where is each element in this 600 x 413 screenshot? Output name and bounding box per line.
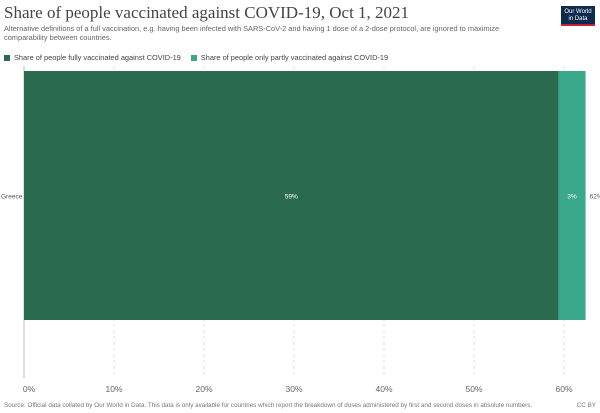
data-label-fully: 59%: [285, 194, 298, 201]
x-tick-label-10: 10%: [105, 384, 122, 394]
x-tick-label-30: 30%: [285, 384, 302, 394]
bar-chart: 0% 10% 20% 30% 40% 50% 60% Greece 59% 3% 62%: [1, 66, 600, 394]
legend-swatch-fully: [4, 54, 10, 61]
logo-line-2: in Data: [568, 16, 588, 22]
x-tick-label-20: 20%: [195, 384, 212, 394]
legend-item-partly[interactable]: Share of people only partly vaccinated a…: [190, 53, 389, 62]
x-tick-label-40: 40%: [375, 384, 392, 394]
legend-swatch-partly: [190, 54, 197, 61]
x-tick-label-0: 0%: [23, 384, 36, 394]
data-label-partly: 3%: [567, 194, 577, 201]
legend-item-fully[interactable]: Share of people fully vaccinated against…: [4, 53, 181, 62]
total-label: 62%: [590, 194, 600, 201]
logo-line-1: Our World: [564, 9, 592, 15]
bar-segment-fully: [24, 71, 559, 320]
owid-logo[interactable]: Our World in Data: [561, 6, 595, 26]
bar-segment-partly: [558, 71, 586, 320]
chart-footer: Source: Official data collated by Our Wo…: [4, 402, 596, 409]
x-tick-label-50: 50%: [465, 384, 482, 394]
chart-title: Share of people vaccinated against COVID…: [4, 3, 410, 22]
legend-label-fully: Share of people fully vaccinated against…: [14, 53, 181, 62]
chart-legend: Share of people fully vaccinated against…: [4, 53, 398, 62]
chart-subtitle: Alternative definitions of a full vaccin…: [4, 24, 500, 42]
x-tick-label-60: 60%: [555, 384, 572, 394]
legend-label-partly: Share of people only partly vaccinated a…: [200, 53, 389, 62]
source-note[interactable]: Source: Official data collated by Our Wo…: [4, 402, 533, 409]
license-label[interactable]: CC BY: [576, 402, 596, 409]
category-label: Greece: [1, 194, 23, 201]
